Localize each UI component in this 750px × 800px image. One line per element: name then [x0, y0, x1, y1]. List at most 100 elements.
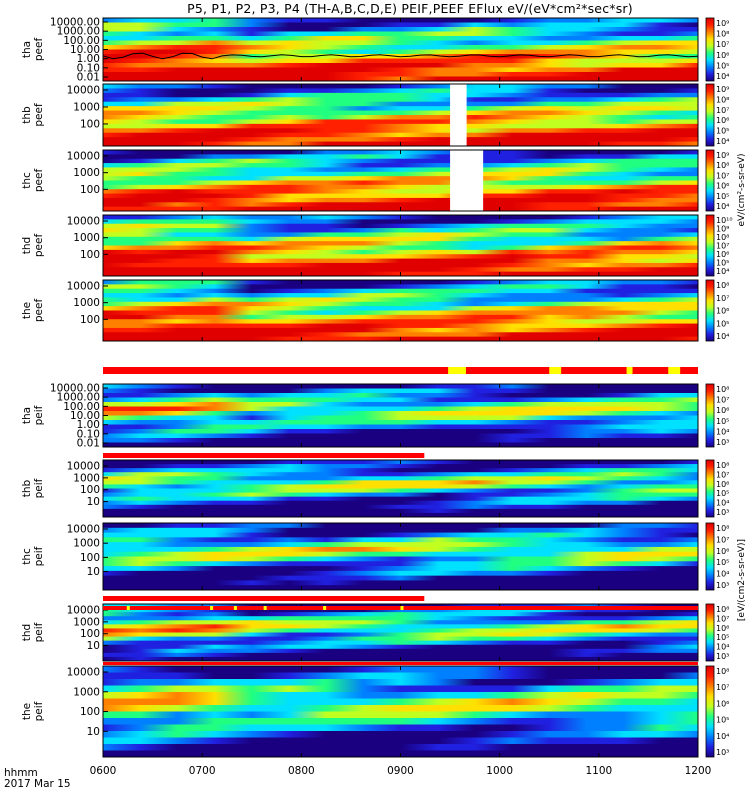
colorbar-tick-label: 10³ — [716, 508, 729, 517]
colorbar-tick-label: 10⁶ — [716, 51, 729, 60]
y-tick-label: 1000 — [73, 102, 100, 114]
colorbar-tick-label: 10⁴ — [716, 732, 729, 741]
spectrogram-band — [103, 402, 698, 407]
colorbar-tick-label: 10⁴ — [716, 72, 729, 81]
spectrogram-band — [103, 223, 698, 229]
y-tick-label: 10000.00 — [50, 17, 100, 29]
colorbar-tick-label: 10⁷ — [716, 106, 729, 115]
colorbar-tick-label: 10⁷ — [716, 470, 729, 479]
spectrogram-band — [103, 484, 698, 489]
spectrogram-band — [103, 737, 698, 745]
y-tick-label: 1000 — [73, 297, 100, 309]
colorbar — [705, 383, 715, 448]
y-tick-label: 1000.00 — [57, 392, 100, 404]
spectrogram-band — [103, 429, 698, 434]
colorbar-tick-label: 10⁵ — [716, 319, 729, 328]
spectrogram-band — [103, 63, 698, 68]
spectrogram-band — [103, 167, 698, 173]
spectrogram-band — [103, 297, 698, 303]
spectrogram-band — [103, 154, 698, 160]
panel-probe-label: the — [21, 302, 33, 319]
y-tick-label: 1000 — [73, 167, 100, 179]
spectrogram-band — [103, 258, 698, 264]
colorbar-tick-label: 10⁷ — [716, 171, 729, 180]
colorbar-tick-label: 10⁷ — [716, 396, 729, 405]
y-tick-label: 100.00 — [63, 35, 100, 47]
spectrogram-band — [103, 397, 698, 403]
spectrogram-band — [103, 542, 698, 548]
spectrogram-band — [103, 420, 698, 425]
x-tick-label: 0700 — [189, 765, 216, 777]
spectrogram-band — [103, 705, 698, 712]
panel-probe-label: thc — [21, 172, 33, 189]
spectrogram-band — [103, 692, 698, 699]
y-tick-label: 1000 — [73, 538, 100, 550]
colorbar-tick-label: 10⁶ — [716, 116, 729, 125]
spectrogram-band — [103, 241, 698, 246]
spectrogram-band — [103, 123, 698, 129]
data-gap — [450, 150, 484, 211]
colorbar-tick-label: 10⁵ — [716, 61, 729, 70]
colorbar-tick-label: 10⁵ — [716, 633, 729, 642]
x-tick-label: 0800 — [288, 765, 315, 777]
spectrogram-band — [103, 158, 698, 164]
x-tick-label: 1100 — [585, 765, 612, 777]
spectrogram-band — [103, 546, 698, 553]
colorbar-tick-label: 10⁸ — [716, 233, 729, 242]
quality-bar — [103, 453, 698, 458]
y-tick-label: 10000 — [67, 151, 100, 163]
colorbar — [705, 522, 715, 591]
spectrogram-band — [103, 508, 698, 514]
colorbar-tick-label: 10⁴ — [716, 267, 729, 276]
y-tick-label: 100 — [80, 628, 100, 640]
spectrogram-band — [103, 672, 698, 680]
spectrogram-band — [103, 527, 698, 534]
spectrogram-band — [103, 202, 698, 208]
y-tick-label: 10 — [87, 640, 100, 652]
spectrogram-band — [103, 620, 698, 625]
spectrogram-band — [103, 193, 698, 199]
spectrogram-band — [103, 267, 698, 273]
y-tick-label: 0.01 — [77, 72, 100, 84]
spectrogram-band — [103, 464, 698, 469]
spectrogram-band — [103, 228, 698, 233]
spectrogram-band — [103, 67, 698, 73]
spectrogram-band — [103, 88, 698, 94]
spectrogram-band — [103, 575, 698, 581]
y-tick-label: 1000 — [73, 232, 100, 244]
spectrogram-band — [103, 551, 698, 557]
spectrogram-band — [103, 744, 698, 751]
colorbar-tick-label: 10⁴ — [716, 427, 729, 436]
quality-flag — [549, 367, 562, 374]
spectrogram-band — [103, 72, 698, 77]
spectrogram-band — [103, 119, 698, 125]
y-tick-label: 0.01 — [77, 438, 100, 450]
spectrogram-band — [103, 438, 698, 443]
y-tick-label: 1000.00 — [57, 26, 100, 38]
colorbar-tick-label: 10⁸ — [716, 667, 729, 676]
quality-flag — [323, 606, 327, 610]
spectrogram-band — [103, 488, 698, 494]
spectrogram-band — [103, 718, 698, 725]
colorbar — [705, 214, 715, 277]
x-axis-label-date: 2017 Mar 15 — [4, 778, 71, 790]
spectrogram-band — [103, 433, 698, 439]
colorbar-tick-label: 10⁴ — [716, 332, 729, 341]
spectrogram-band — [103, 27, 698, 32]
colorbar-tick-label: 10⁶ — [716, 307, 729, 316]
y-tick-label: 100 — [80, 552, 100, 564]
panel-probe-label: thd — [21, 237, 33, 254]
spectrogram-band — [103, 537, 698, 543]
colorbar-tick-label: 10⁷ — [716, 242, 729, 251]
spectrogram-band — [103, 711, 698, 719]
colorbar-tick-label: 10⁴ — [716, 570, 729, 579]
colorbar-tick-label: 10⁸ — [716, 605, 729, 614]
panel-probe-label: thc — [21, 548, 33, 565]
y-tick-label: 1000 — [73, 686, 100, 698]
colorbar — [705, 279, 715, 342]
spectrogram-band — [103, 632, 698, 638]
colorbar-unit-electron: eV/(cm²-s-sr-eV) — [737, 153, 747, 226]
panel-product-label: peif — [33, 622, 45, 642]
spectrogram-band — [103, 388, 698, 394]
